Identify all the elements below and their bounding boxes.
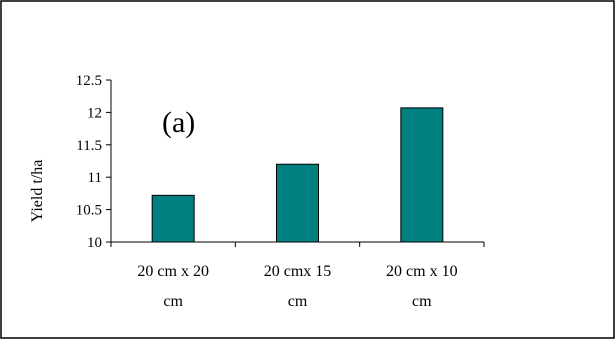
x-tick-label: 20 cmx 15	[264, 263, 332, 280]
bar	[276, 163, 319, 243]
y-tick-label: 12.5	[76, 73, 102, 89]
y-tick-label: 12	[87, 105, 102, 121]
x-tick-label: cm	[163, 293, 183, 310]
y-ticks: 10 10.5 11 11.5 12 12.5	[76, 73, 111, 251]
y-axis-label-group: Yield t/ha	[29, 160, 46, 223]
x-ticks: 20 cm x 20 cm 20 cmx 15 cm 20 cm x 10 cm	[110, 242, 485, 310]
x-tick-label: 20 cm x 20	[137, 263, 209, 280]
chart-annotation: (a)	[162, 106, 195, 139]
bars	[151, 107, 444, 243]
y-tick-label: 11.5	[76, 138, 102, 154]
y-tick-label: 10.5	[76, 203, 102, 219]
x-tick-label: cm	[288, 293, 308, 310]
x-tick-label: 20 cm x 10	[386, 263, 458, 280]
y-tick-label: 10	[87, 235, 102, 251]
y-axis-label: Yield t/ha	[29, 160, 46, 223]
x-tick-label: cm	[412, 293, 432, 310]
bar	[151, 194, 195, 243]
y-tick-label: 11	[88, 170, 102, 186]
bar	[400, 107, 444, 243]
